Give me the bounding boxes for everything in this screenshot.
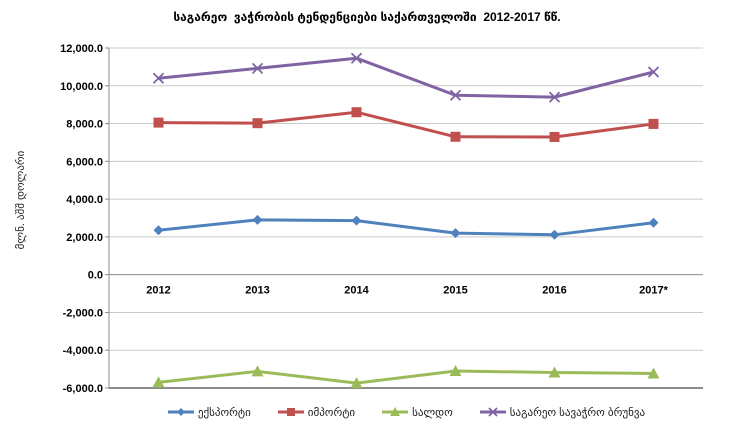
y-tick-label: 8,000.0	[66, 119, 103, 131]
data-point-marker	[548, 366, 561, 378]
data-point-marker	[549, 131, 560, 142]
data-point-marker	[549, 229, 560, 240]
data-point-marker	[548, 91, 561, 103]
data-point-marker	[350, 52, 363, 64]
legend-label: სალდო	[412, 406, 453, 419]
x-tick-label: 2017*	[639, 285, 668, 297]
data-point-marker	[251, 62, 264, 75]
x-tick-label: 2012	[146, 285, 170, 297]
y-tick-label: 10,000.0	[60, 81, 103, 93]
data-point-marker	[350, 377, 363, 389]
legend-item-0: ექსპორტი	[167, 406, 251, 419]
legend-item-3: საგარეო სავაჭრო ბრუნვა	[479, 406, 645, 419]
data-point-marker	[251, 365, 264, 377]
data-point-marker	[647, 66, 660, 78]
data-point-marker	[252, 118, 263, 129]
legend-item-1: იმპორტი	[277, 406, 355, 419]
x-tick-label: 2013	[245, 285, 269, 297]
series-line-1	[157, 110, 655, 139]
legend-label: იმპორტი	[307, 406, 356, 419]
data-point-marker	[648, 217, 659, 228]
data-point-marker	[152, 72, 165, 84]
y-tick-label: -4,000.0	[63, 345, 103, 357]
diamond-marker-icon	[167, 408, 194, 416]
chart-title: საგარეო ვაჭრობის ტენდენციები საქართველოშ…	[173, 10, 561, 24]
series-line-2	[157, 369, 655, 385]
data-point-marker	[351, 215, 362, 226]
x-marker-icon	[479, 407, 506, 417]
y-tick-label: 6,000.0	[66, 156, 103, 168]
data-point-marker	[647, 367, 660, 379]
data-point-marker	[152, 376, 165, 388]
chart-legend: ექსპორტი იმპორტი სალდო საგარეო სავაჭრო ბრუნ…	[109, 403, 703, 421]
series-line-3	[157, 56, 655, 99]
x-tick-label: 2015	[443, 285, 467, 297]
y-axis-title: მლნ. აშშ დოლარი	[15, 150, 27, 250]
data-point-marker	[252, 214, 263, 225]
data-point-marker	[153, 117, 164, 128]
legend-label: ექსპორტი	[197, 406, 251, 419]
y-tick-label: 0.0	[88, 270, 103, 282]
legend-item-2: სალდო	[381, 406, 453, 419]
data-point-marker	[286, 408, 295, 416]
data-point-marker	[351, 107, 362, 118]
y-tick-label: 12,000.0	[60, 43, 103, 55]
data-point-marker	[153, 225, 164, 236]
legend-label: საგარეო სავაჭრო ბრუნვა	[509, 406, 646, 419]
data-point-marker	[390, 407, 401, 416]
data-point-marker	[449, 365, 462, 376]
y-tick-label: 4,000.0	[66, 194, 103, 206]
y-tick-label: 2,000.0	[66, 232, 103, 244]
y-tick-label: -2,000.0	[63, 307, 103, 319]
x-tick-label: 2016	[542, 285, 566, 297]
data-point-marker	[450, 228, 461, 239]
data-point-marker	[449, 89, 462, 101]
data-point-marker	[488, 407, 498, 417]
data-point-marker	[176, 408, 185, 416]
triangle-marker-icon	[382, 407, 409, 416]
data-point-marker	[450, 131, 461, 142]
series-line-0	[157, 218, 655, 237]
data-point-marker	[648, 118, 659, 129]
y-tick-label: -6,000.0	[63, 383, 103, 395]
x-tick-label: 2014	[344, 285, 369, 297]
square-marker-icon	[277, 408, 304, 416]
